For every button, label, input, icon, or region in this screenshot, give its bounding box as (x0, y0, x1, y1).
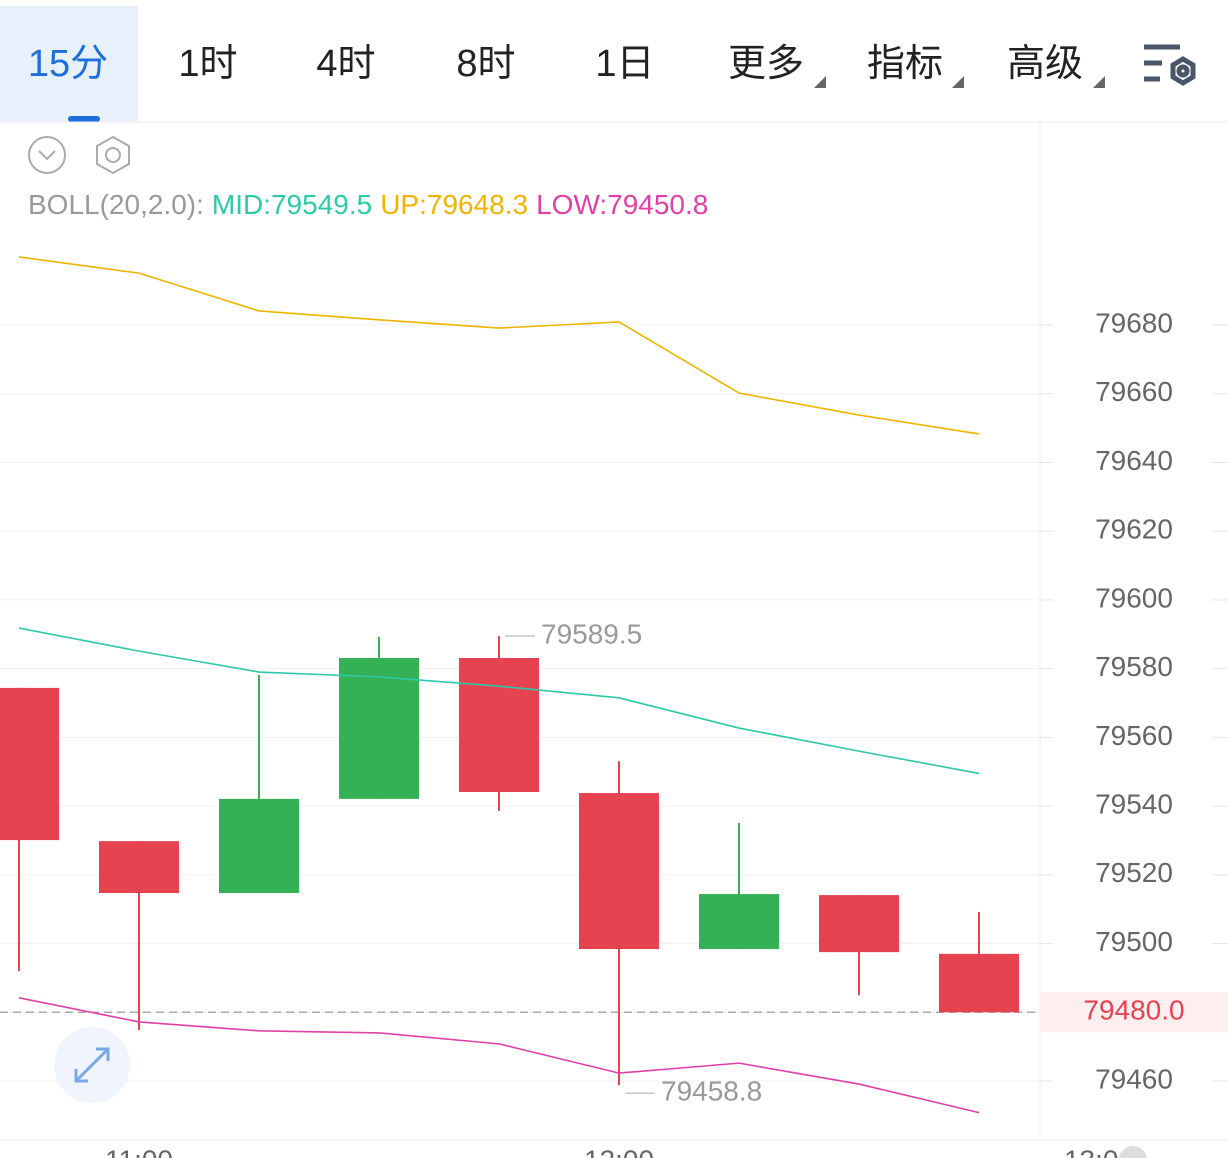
collapse-icon[interactable] (28, 136, 66, 174)
legend-entry: LOW:79450.8 (536, 189, 708, 220)
tab[interactable]: 指标 (867, 43, 943, 85)
candle-body (699, 894, 779, 950)
last-price-bg (1040, 992, 1228, 1033)
y-tick-label: 79640 (1095, 445, 1173, 476)
indicator-legend: BOLL(20,2.0): MID:79549.5 UP:79648.3 LOW:79… (28, 189, 708, 220)
tab[interactable]: 1时 (178, 43, 237, 85)
tab[interactable]: 1日 (595, 43, 654, 85)
tab[interactable]: 15分 (28, 43, 108, 85)
candle-body (819, 895, 899, 953)
candle-body (459, 657, 539, 793)
y-tick-label: 79660 (1095, 376, 1173, 407)
x-tick-label: 12:00 (584, 1144, 654, 1158)
tab[interactable]: 高级 (1007, 43, 1083, 85)
expand-button[interactable] (54, 1027, 130, 1103)
candle-body (99, 841, 179, 894)
y-tick-label: 79560 (1095, 720, 1173, 751)
x-tick-label: 11:00 (105, 1144, 173, 1158)
tab[interactable]: 8时 (456, 43, 515, 85)
boll-line (18, 627, 980, 775)
x-tick-label: 13:00 (1064, 1144, 1134, 1158)
y-tick-label: 79600 (1095, 582, 1173, 613)
more-arrows (814, 76, 1105, 88)
legend-entry: MID:79549.5 (212, 189, 372, 220)
active-tab-bg (0, 6, 138, 122)
y-tick-label: 79620 (1095, 514, 1173, 545)
candle-body (219, 798, 299, 894)
y-tick-label: 79460 (1095, 1063, 1173, 1094)
candle-body (579, 793, 659, 950)
high-annotation: 79589.5 (541, 618, 642, 649)
y-tick-label: 79500 (1095, 926, 1173, 957)
y-tick-label: 79520 (1095, 857, 1173, 888)
tab-bar: 15分 1时 4时 8时 1日 更多 指标 高级 (28, 43, 1083, 85)
scroll-handle[interactable] (1119, 1146, 1147, 1158)
settings-icon[interactable] (1144, 44, 1196, 86)
tab[interactable]: 更多 (728, 43, 804, 85)
y-tick-label: 79680 (1095, 307, 1173, 338)
low-annotation: 79458.8 (661, 1076, 762, 1107)
active-tab-indicator (68, 116, 100, 122)
candle-body (0, 687, 59, 841)
tab[interactable]: 4时 (316, 43, 375, 85)
candle-body (339, 657, 419, 799)
y-tick-label: 79540 (1095, 788, 1173, 819)
last-price-label: 79480.0 (1083, 995, 1184, 1026)
settings-hex-icon[interactable] (96, 135, 130, 175)
candle-body (939, 953, 1019, 1013)
legend-entry: UP:79648.3 (380, 189, 528, 220)
plot: 7946079480795007952079540795607958079600… (0, 256, 1228, 1158)
boll-line (18, 256, 980, 435)
indicator-label: BOLL(20,2.0): (28, 189, 204, 220)
boll-line (18, 997, 980, 1114)
y-tick-label: 79580 (1095, 651, 1173, 682)
